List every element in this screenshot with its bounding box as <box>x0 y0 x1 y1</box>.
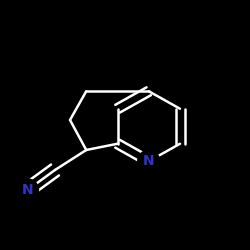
Text: N: N <box>143 154 154 168</box>
Text: N: N <box>22 183 33 197</box>
Circle shape <box>138 150 160 172</box>
Circle shape <box>16 179 38 201</box>
